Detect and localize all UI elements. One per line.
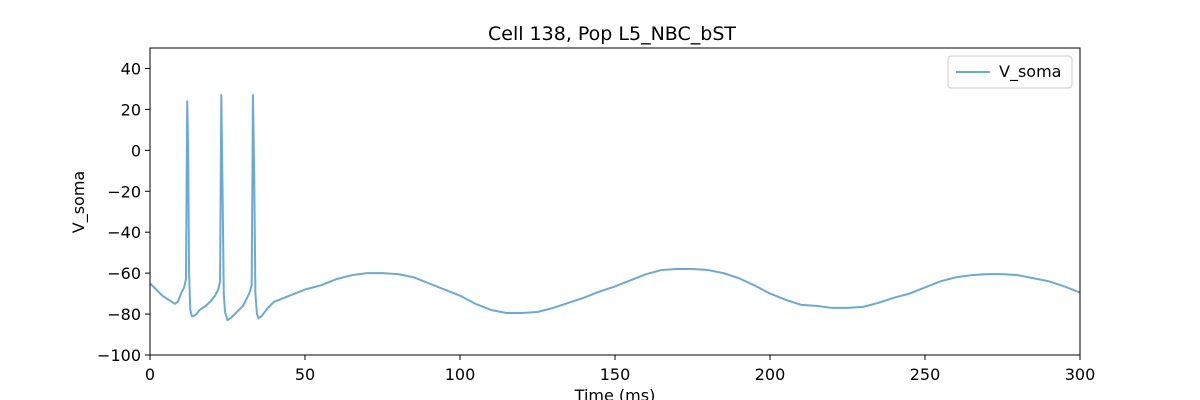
plot-frame bbox=[149, 47, 1081, 356]
x-tick-label: 50 bbox=[295, 365, 315, 384]
y-tick-label: 0 bbox=[131, 141, 141, 160]
y-tick-label: 20 bbox=[121, 100, 141, 119]
y-tick-label: 40 bbox=[121, 59, 141, 78]
y-axis-label: V_soma bbox=[69, 171, 89, 233]
x-tick-label: 150 bbox=[600, 365, 631, 384]
x-axis: 0 50 100 150 200 250 300 bbox=[145, 355, 1095, 384]
legend-label-v-soma: V_soma bbox=[999, 62, 1061, 82]
y-tick-label: −80 bbox=[107, 305, 141, 324]
legend-box bbox=[947, 55, 1073, 89]
y-tick-label: −40 bbox=[107, 223, 141, 242]
legend: V_soma bbox=[947, 55, 1073, 89]
series-line-v-soma bbox=[150, 94, 1080, 322]
x-tick-label: 250 bbox=[910, 365, 941, 384]
x-tick-label: 300 bbox=[1065, 365, 1096, 384]
y-tick-label: −20 bbox=[107, 182, 141, 201]
y-axis: −100 −80 −60 −40 −20 0 20 40 bbox=[97, 59, 150, 365]
chart-title: Cell 138, Pop L5_NBC_bST bbox=[488, 23, 736, 45]
x-tick-label: 0 bbox=[145, 365, 155, 384]
y-tick-label: −60 bbox=[107, 264, 141, 283]
x-tick-label: 200 bbox=[755, 365, 786, 384]
x-axis-label: Time (ms) bbox=[574, 386, 656, 400]
y-tick-label: −100 bbox=[97, 346, 141, 365]
x-tick-label: 100 bbox=[445, 365, 476, 384]
